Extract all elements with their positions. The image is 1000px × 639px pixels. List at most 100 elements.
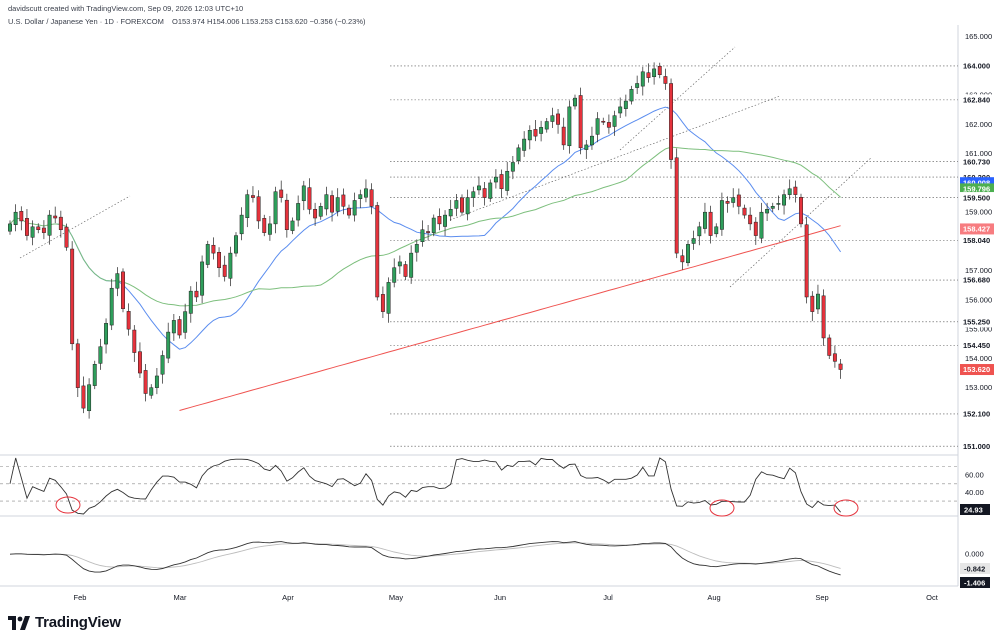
price-tick-label: 161.000 xyxy=(965,149,992,158)
candle-body xyxy=(539,127,544,134)
trend-line xyxy=(729,156,873,288)
candle-body xyxy=(273,191,278,225)
price-tag-label: 153.620 xyxy=(963,365,990,374)
candle-body xyxy=(222,264,227,277)
candle-body xyxy=(70,248,75,345)
month-label: Feb xyxy=(74,593,87,602)
candle-body xyxy=(499,174,504,190)
candle-body xyxy=(550,115,555,122)
month-label: Apr xyxy=(282,593,294,602)
candle-body xyxy=(799,197,803,225)
macd-signal-tag xyxy=(960,563,990,574)
price-tag xyxy=(960,60,994,72)
candle-body xyxy=(409,252,414,278)
candle-body xyxy=(804,224,809,298)
symbol-line: U.S. Dollar / Japanese Yen · 1D · FOREXC… xyxy=(8,17,164,26)
candle-body xyxy=(369,189,374,207)
candle-body xyxy=(81,385,86,409)
candle-body xyxy=(527,130,532,141)
candle-body xyxy=(166,331,171,359)
candle-body xyxy=(448,209,453,217)
price-tag-label: 162.840 xyxy=(963,96,990,105)
candle-body xyxy=(234,235,238,254)
candle-body xyxy=(674,157,679,254)
candle-body xyxy=(471,191,476,198)
candle-body xyxy=(313,209,318,219)
candle-body xyxy=(782,194,786,206)
candle-body xyxy=(121,271,125,309)
price-tag xyxy=(960,274,994,286)
price-tag-label: 160.730 xyxy=(963,157,990,166)
candle-body xyxy=(8,223,12,232)
candle-body xyxy=(454,200,459,209)
price-tag-label: 160.008 xyxy=(963,178,990,187)
candle-body xyxy=(36,226,41,230)
month-label: May xyxy=(389,593,403,602)
ma-mid-line xyxy=(9,146,841,307)
candle-body xyxy=(629,89,634,102)
candle-body xyxy=(776,203,781,205)
price-tick-label: 162.000 xyxy=(965,120,992,129)
candle-body xyxy=(171,320,176,334)
price-tag xyxy=(960,339,994,351)
candle-body xyxy=(64,226,69,248)
candle-body xyxy=(194,290,199,298)
price-tag xyxy=(960,94,994,106)
candle-body xyxy=(380,294,385,312)
candle-body xyxy=(686,244,690,264)
candle-body xyxy=(284,199,289,230)
rsi-last-label: 24.93 xyxy=(964,506,983,515)
price-tag-label: 155.250 xyxy=(963,318,990,327)
candle-body xyxy=(595,118,600,135)
candle-body xyxy=(335,197,340,212)
candle-body xyxy=(92,364,97,386)
candle-body xyxy=(188,290,193,314)
candle-body xyxy=(437,216,442,225)
candle-body xyxy=(646,72,651,78)
candle-body xyxy=(420,229,425,242)
candle-body xyxy=(205,244,210,265)
candle-body xyxy=(109,287,114,326)
month-label: Jul xyxy=(603,593,613,602)
candle-body xyxy=(816,293,820,310)
candle-body xyxy=(375,205,380,298)
price-tag-label: 154.450 xyxy=(963,341,990,350)
rsi-tick-label: 60.00 xyxy=(965,471,984,480)
time-axis: Feb Mar Apr May Jun Jul Aug Sep Oct xyxy=(74,593,939,602)
candle-body xyxy=(533,129,538,137)
candle-body xyxy=(386,282,391,314)
grid xyxy=(0,25,959,587)
price-tick-label: 159.000 xyxy=(965,208,992,217)
candle-body xyxy=(98,346,103,364)
candle-body xyxy=(341,194,346,207)
candle-body xyxy=(578,95,583,149)
rsi-last-tag xyxy=(960,504,990,515)
price-tick-label: 153.000 xyxy=(965,383,992,392)
candle-body xyxy=(460,197,464,213)
price-tick-label: 154.000 xyxy=(965,354,992,363)
candles xyxy=(8,62,843,419)
candle-body xyxy=(414,244,419,253)
rsi-panel: 60.00 40.00 24.93 xyxy=(0,457,990,517)
candle-body xyxy=(87,384,92,412)
candle-body xyxy=(364,188,368,198)
rsi-tick-label: 40.00 xyxy=(965,488,984,497)
candle-body xyxy=(635,83,640,88)
candle-body xyxy=(522,138,527,151)
symbol-legend: U.S. Dollar / Japanese Yen · 1D · FOREXC… xyxy=(8,17,366,26)
candle-body xyxy=(58,216,63,230)
month-label: Aug xyxy=(707,593,720,602)
price-tag xyxy=(960,171,994,183)
price-tag-label: 159.500 xyxy=(963,193,990,202)
candle-body xyxy=(736,194,741,207)
candle-body xyxy=(262,218,267,233)
candle-body xyxy=(431,217,436,233)
candle-body xyxy=(115,273,120,289)
ohlc-values: O153.974 H154.006 L153.253 C153.620 −0.3… xyxy=(172,17,366,26)
candle-body xyxy=(612,115,617,127)
candle-body xyxy=(680,255,685,263)
price-tag xyxy=(960,177,994,189)
candle-body xyxy=(104,323,108,345)
candle-body xyxy=(126,311,131,330)
